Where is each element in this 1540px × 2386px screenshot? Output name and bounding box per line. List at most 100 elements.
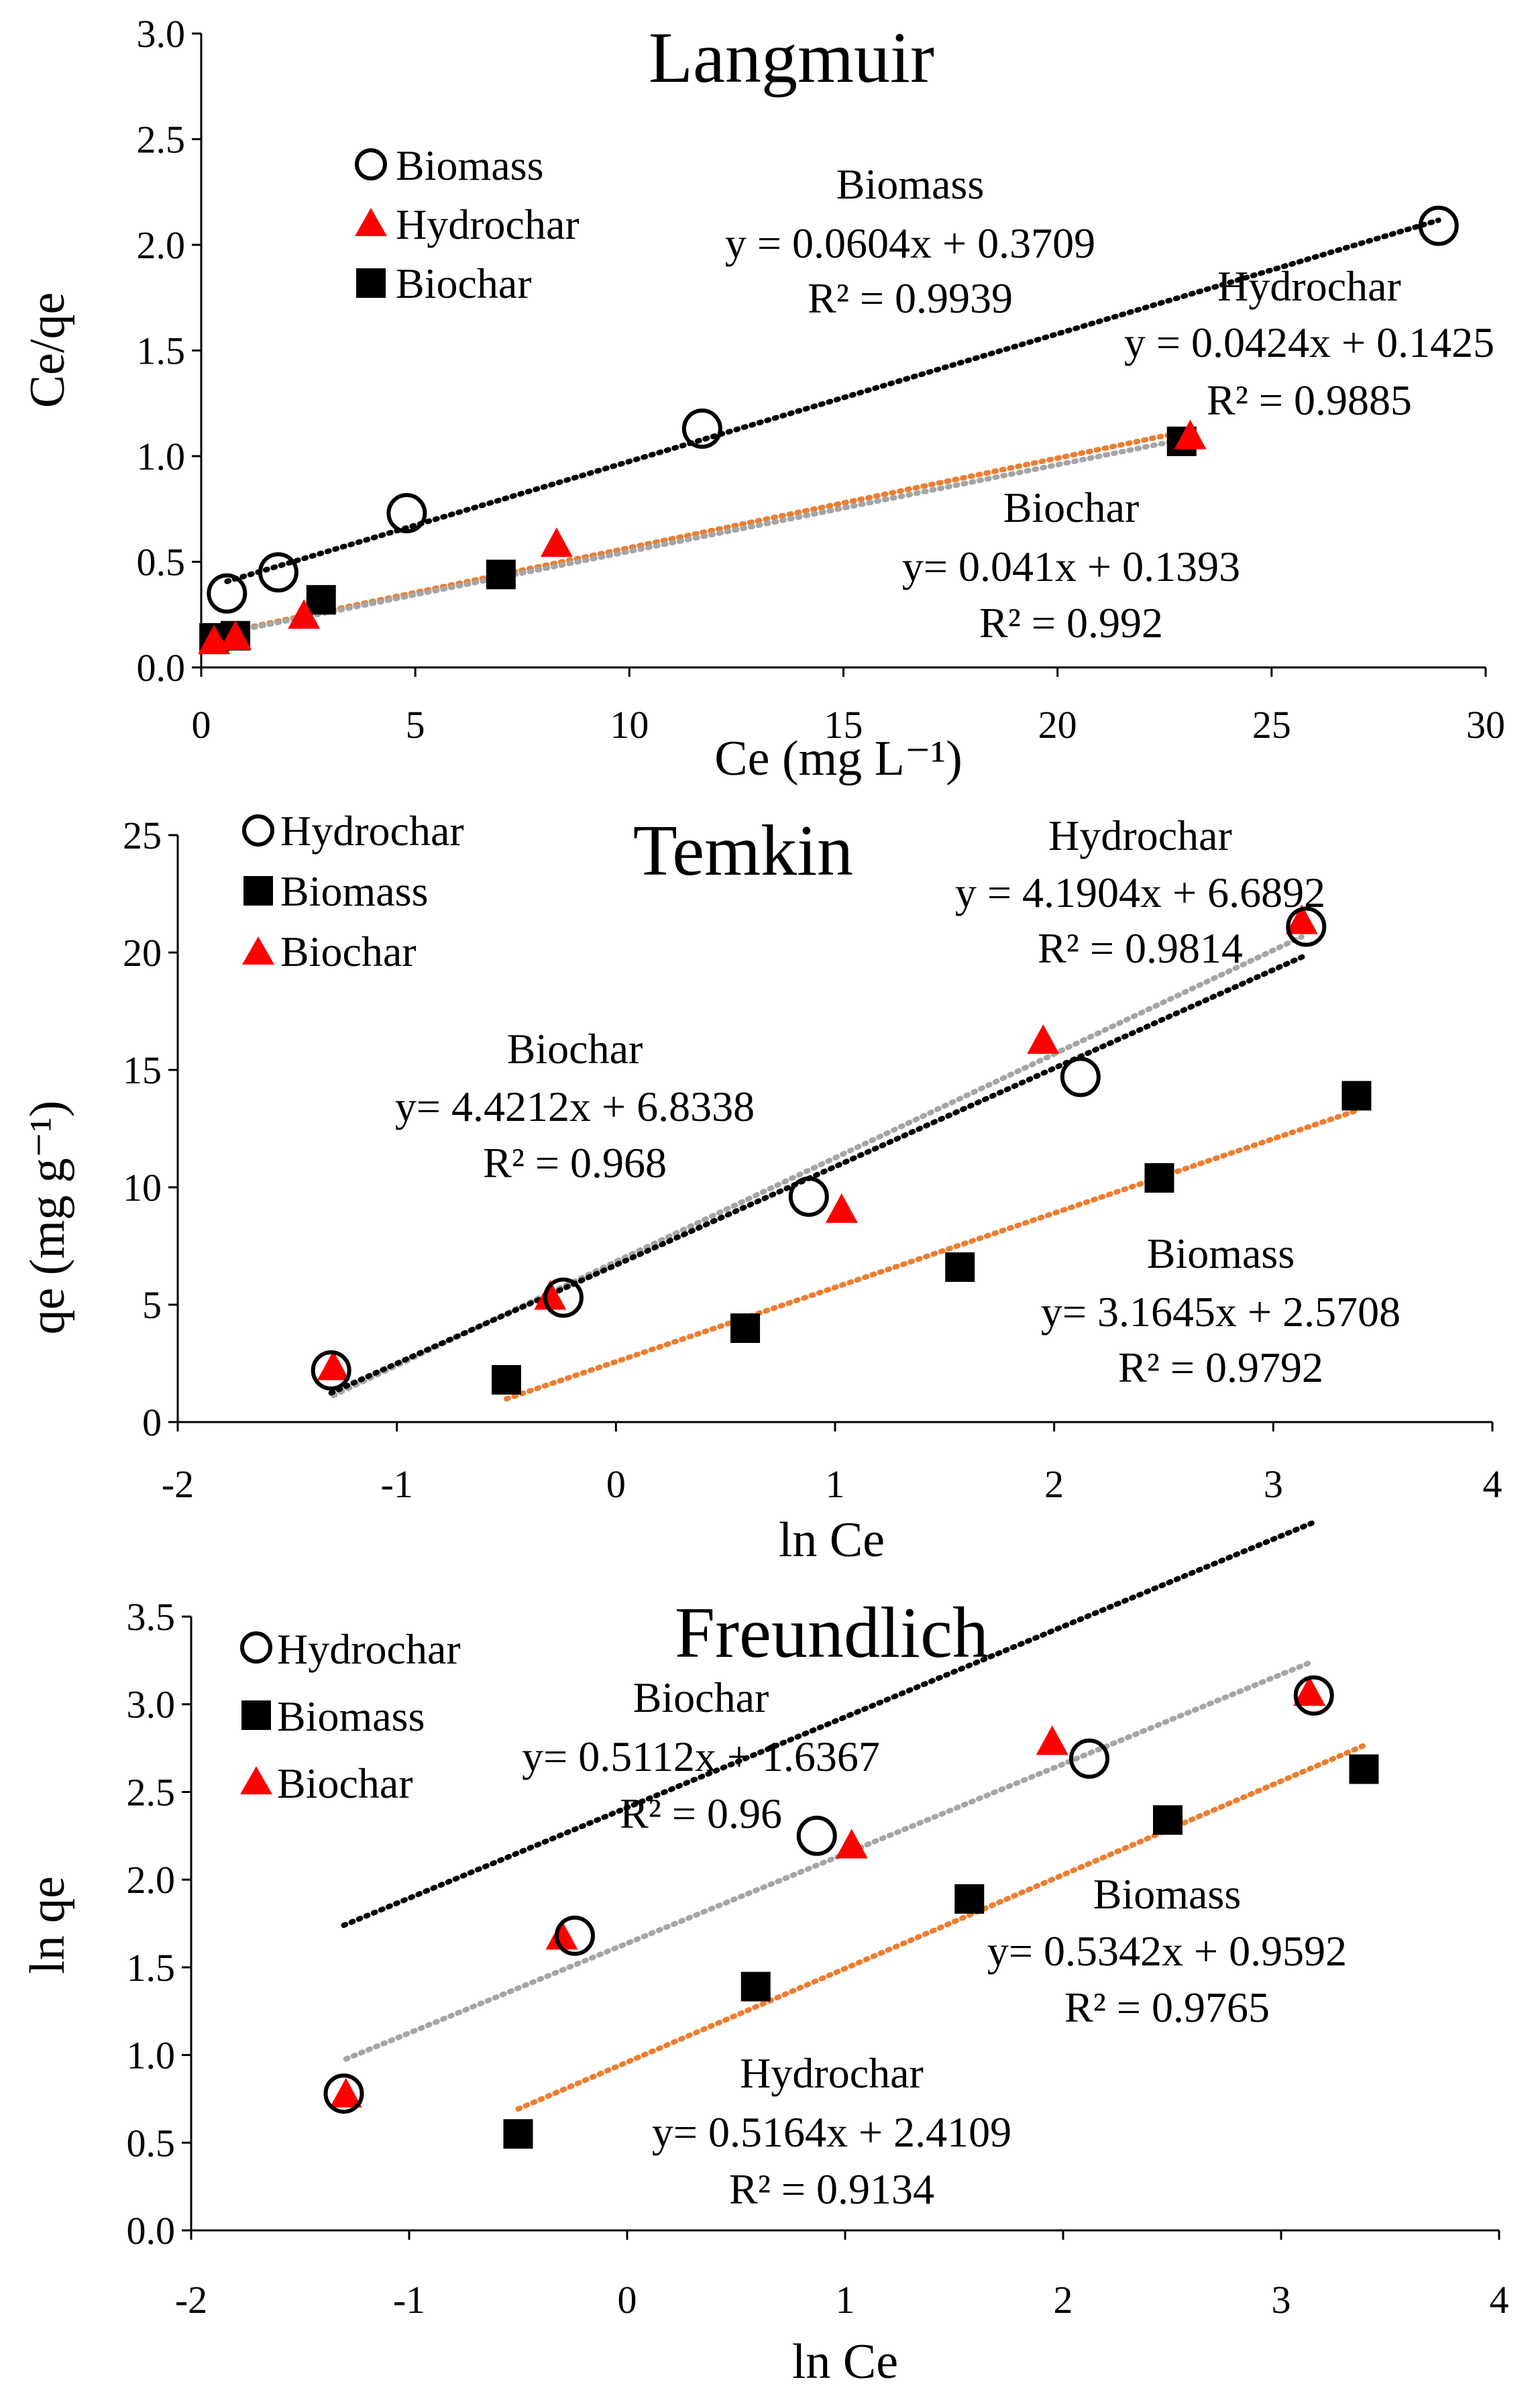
x-tick-label: 4 [1483,1462,1502,1506]
legend-label-hydrochar: Hydrochar [280,807,464,855]
freundlich-x-axis-label: ln Ce [792,2334,898,2386]
trendline-hydrochar [328,952,1309,1396]
x-tick-label: 0 [618,2278,637,2322]
langmuir-legend: Biomass Hydrochar Biochar [355,142,580,307]
data-point-biomass [945,1252,975,1282]
y-tick-label: 2.5 [127,1770,176,1814]
data-point-hydrochar [323,2073,364,2114]
data-point-hydrochar [219,620,252,650]
x-tick-label: 4 [1490,2278,1509,2322]
x-tick-label: 2 [1044,1462,1064,1506]
data-point-hydrochar [1069,1738,1109,1779]
x-tick-label: 30 [1466,703,1505,747]
temkin-panel: Temkin ln Ce qe (mg g⁻¹) -2 -1 0 1 2 3 4 0 5 10 15… [20,807,1502,1568]
freundlich-annotation-biochar: Biochar y= 0.5112x + 1.6367 R² = 0.96 [522,1674,880,1837]
annotation-r2: R² = 0.96 [620,1790,782,1837]
freundlich-tick-labels: -2 -1 0 1 2 3 4 0.0 0.5 1.0 1.5 2.0 2.5 3.0 3.5 [127,1595,1509,2322]
y-tick-label: 2.5 [137,118,186,162]
y-tick-label: 1.0 [137,435,186,478]
annotation-name: Biomass [1147,1230,1295,1277]
data-point-hydrochar [288,599,321,629]
y-tick-label: 1.0 [127,2034,176,2077]
legend-marker-biomass [243,876,273,906]
data-point-biomass [1153,1805,1182,1835]
data-point-biochar [1293,1676,1326,1706]
temkin-annotation-hydrochar: Hydrochar y = 4.1904x + 6.6892 R² = 0.98… [955,812,1325,972]
y-tick-label: 0.0 [137,646,186,690]
legend-label-biomass: Biomass [280,867,428,915]
temkin-legend: Hydrochar Biomass Biochar [242,807,464,975]
x-tick-label: 3 [1264,1462,1283,1506]
data-point-hydrochar [555,1915,595,1956]
legend-marker-biochar [242,936,274,965]
trendline-biomass [224,217,1441,584]
data-point-biomass [258,552,298,593]
legend-label-biochar: Biochar [277,1759,413,1807]
legend-marker-biochar [356,268,386,298]
annotation-name: Hydrochar [1048,812,1232,859]
y-tick-label: 2.0 [137,223,186,267]
data-point-biomass [386,493,427,534]
data-point-hydrochar [1293,1675,1334,1716]
trendline-biochar [343,1660,1313,2062]
annotation-name: Biomass [1093,1870,1241,1918]
legend-label-biochar: Biochar [396,260,532,307]
data-point-hydrochar [311,1350,351,1391]
y-tick-label: 20 [123,931,162,975]
langmuir-tick-labels: 0 5 10 15 20 25 30 0.0 0.5 1.0 1.5 2.0 2.5 3.0 [137,12,1506,747]
data-point-biomass [1349,1754,1379,1784]
legend-marker-biomass [241,1700,271,1730]
freundlich-annotation-biomass: Biomass y= 0.5342x + 0.9592 R² = 0.9765 [987,1870,1347,2031]
data-point-biochar [1027,1024,1060,1054]
legend-marker-biomass [355,148,387,180]
annotation-r2: R² = 0.9814 [1038,924,1243,972]
annotation-equation: y= 4.4212x + 6.8338 [395,1083,755,1130]
data-point-biochar [486,559,516,590]
langmuir-annotation-biochar: Biochar y= 0.041x + 0.1393 R² = 0.992 [902,484,1240,647]
annotation-r2: R² = 0.9792 [1118,1344,1323,1391]
x-tick-label: 15 [824,703,863,747]
freundlich-title: Freundlich [675,1593,989,1673]
y-tick-label: 5 [142,1283,162,1327]
y-tick-label: 1.5 [127,1946,176,1990]
annotation-name: Biochar [1003,484,1140,531]
freundlich-markers [323,1675,1379,2149]
x-tick-label: 5 [406,703,425,747]
annotation-r2: R² = 0.968 [483,1139,667,1187]
x-tick-label: 25 [1252,703,1291,747]
legend-label-hydrochar: Hydrochar [396,201,580,248]
y-tick-label: 0 [142,1401,162,1444]
data-point-biomass [1341,1081,1372,1111]
freundlich-trendlines [341,1519,1367,2112]
data-point-biomass [740,1971,771,2002]
data-point-biochar [545,1920,578,1950]
langmuir-x-axis-label: Ce (mg L⁻¹) [714,731,963,786]
data-point-hydrochar [1174,419,1207,449]
x-tick-label: -2 [175,2278,207,2322]
y-tick-label: 3.5 [127,1595,176,1639]
annotation-name: Biochar [507,1025,643,1073]
legend-label-biomass: Biomass [277,1692,425,1740]
trendline-hydrochar [211,427,1193,638]
x-tick-label: 2 [1054,2278,1073,2322]
annotation-equation: y= 0.041x + 0.1393 [902,543,1240,590]
temkin-annotation-biochar: Biochar y= 4.4212x + 6.8338 R² = 0.968 [395,1025,755,1187]
annotation-r2: R² = 0.9765 [1064,1984,1270,2031]
legend-label-biomass: Biomass [396,142,543,189]
x-tick-label: 0 [606,1462,626,1506]
langmuir-trendlines [211,217,1441,639]
temkin-annotation-biomass: Biomass y= 3.1645x + 2.5708 R² = 0.9792 [1041,1230,1400,1391]
annotation-name: Biomass [836,160,984,208]
data-point-biochar [835,1829,868,1859]
annotation-equation: y= 3.1645x + 2.5708 [1041,1288,1400,1336]
data-point-hydrochar [540,527,573,557]
data-point-biochar [329,2077,362,2108]
legend-marker-hydrochar [240,1631,272,1664]
annotation-name: Hydrochar [740,2049,924,2097]
freundlich-y-axis-label: ln qe [20,1876,75,1974]
data-point-biomass [730,1313,761,1343]
x-tick-label: 0 [192,703,211,747]
data-point-hydrochar [788,1177,829,1217]
data-point-biomass [503,2119,533,2149]
x-tick-label: 10 [610,703,649,747]
